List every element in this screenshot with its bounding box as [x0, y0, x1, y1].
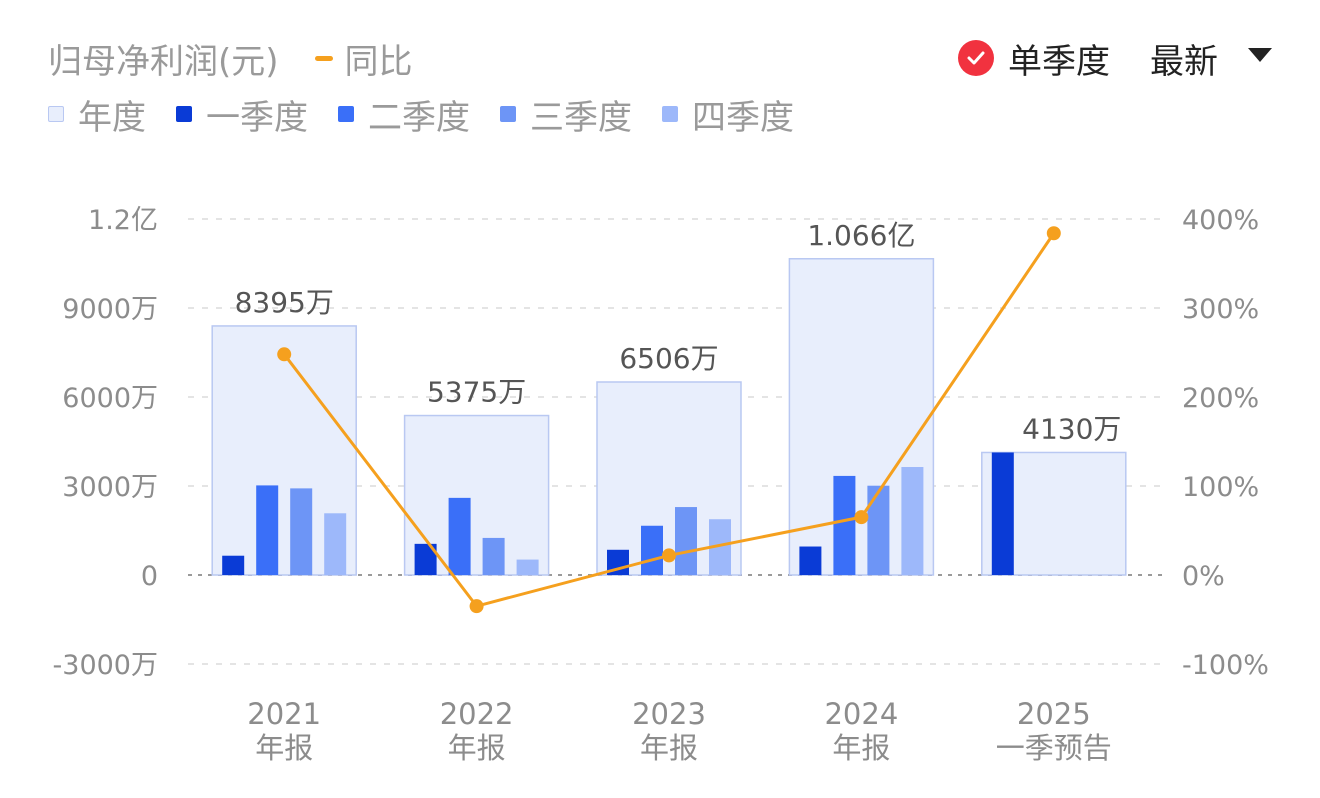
legend-item-q2[interactable]: 二季度 — [338, 90, 470, 139]
legend: 年度 一季度 二季度 三季度 四季度 — [48, 90, 824, 139]
quarter-bar-q1 — [991, 452, 1014, 575]
quarter-bar-q2 — [448, 497, 471, 575]
legend-item-q1[interactable]: 一季度 — [176, 90, 308, 139]
x-tick-period: 年报 — [255, 731, 313, 765]
annual-value-label: 5375万 — [427, 376, 526, 409]
annual-value-label: 1.066亿 — [807, 219, 915, 252]
quarter-bar-q2 — [833, 475, 856, 575]
x-tick-year: 2024 — [824, 697, 898, 731]
x-tick-period: 年报 — [832, 731, 890, 765]
quarter-bar-q1 — [414, 543, 437, 575]
legend-label: 二季度 — [368, 97, 470, 138]
legend-swatch-q1 — [176, 106, 192, 122]
sort-dropdown[interactable]: 最新 — [1150, 41, 1218, 82]
x-tick-period: 一季预告 — [996, 731, 1112, 765]
y-right-tick-label: 400% — [1182, 205, 1259, 236]
y-left-tick-label: 9000万 — [62, 294, 158, 325]
y-left-tick-label: 6000万 — [62, 383, 158, 414]
y-left-tick-label: -3000万 — [53, 650, 158, 681]
quarter-bar-q2 — [256, 485, 279, 575]
legend-label: 四季度 — [692, 97, 794, 138]
x-tick-year: 2022 — [440, 697, 514, 731]
yoy-point — [277, 347, 292, 362]
y-right-tick-label: 200% — [1182, 383, 1259, 414]
legend-item-q3[interactable]: 三季度 — [500, 90, 632, 139]
y-right-tick-label: 100% — [1182, 472, 1259, 503]
chart-controls: 单季度 最新 — [958, 34, 1272, 82]
y-right-tick-label: -100% — [1182, 650, 1269, 681]
caret-down-icon[interactable] — [1248, 48, 1272, 62]
chart-title: 归母净利润(元) — [48, 41, 279, 82]
chart-header: 归母净利润(元) 同比 — [48, 34, 413, 82]
legend-swatch-q4 — [662, 106, 678, 122]
y-left-tick-label: 1.2亿 — [88, 205, 158, 236]
yoy-point — [469, 599, 484, 614]
x-tick-year: 2023 — [632, 697, 706, 731]
quarter-bar-q2 — [641, 525, 663, 575]
x-tick-year: 2025 — [1017, 697, 1091, 731]
yoy-line-swatch — [314, 55, 333, 61]
quarter-bar-q4 — [709, 519, 731, 575]
legend-item-annual[interactable]: 年度 — [48, 90, 146, 139]
quarter-bar-q4 — [324, 513, 347, 575]
quarter-bar-q1 — [222, 555, 245, 575]
quarter-bar-q4 — [516, 559, 539, 575]
x-tick-period: 年报 — [640, 731, 698, 765]
annual-value-label: 6506万 — [619, 342, 718, 375]
legend-swatch-q2 — [338, 106, 354, 122]
y-left-tick-label: 0 — [141, 561, 158, 592]
annual-value-label: 8395万 — [235, 286, 334, 319]
legend-swatch-q3 — [500, 106, 516, 122]
y-left-tick-label: 3000万 — [62, 472, 158, 503]
legend-yoy[interactable]: 同比 — [314, 34, 413, 83]
legend-label: 三季度 — [530, 97, 632, 138]
y-right-tick-label: 300% — [1182, 294, 1259, 325]
legend-label: 一季度 — [206, 97, 308, 138]
yoy-point — [854, 510, 869, 525]
quarter-bar-q3 — [675, 507, 697, 575]
quarter-bar-q3 — [290, 488, 313, 575]
legend-yoy-label: 同比 — [344, 41, 413, 82]
checkbox-checked-icon[interactable] — [958, 40, 994, 76]
legend-label: 年度 — [78, 97, 146, 138]
legend-item-q4[interactable]: 四季度 — [662, 90, 794, 139]
quarter-bar-q3 — [867, 485, 890, 575]
quarter-bar-q4 — [901, 467, 924, 575]
yoy-point — [662, 548, 676, 563]
x-tick-year: 2021 — [247, 697, 321, 731]
y-right-tick-label: 0% — [1182, 561, 1225, 592]
legend-swatch-annual — [48, 106, 64, 122]
single-quarter-toggle[interactable]: 单季度 — [1008, 41, 1110, 82]
quarter-bar-q3 — [482, 537, 505, 575]
quarter-bar-q1 — [799, 546, 822, 575]
annual-value-label: 4130万 — [1022, 412, 1121, 445]
x-tick-period: 年报 — [448, 731, 506, 765]
yoy-point — [1046, 226, 1061, 241]
